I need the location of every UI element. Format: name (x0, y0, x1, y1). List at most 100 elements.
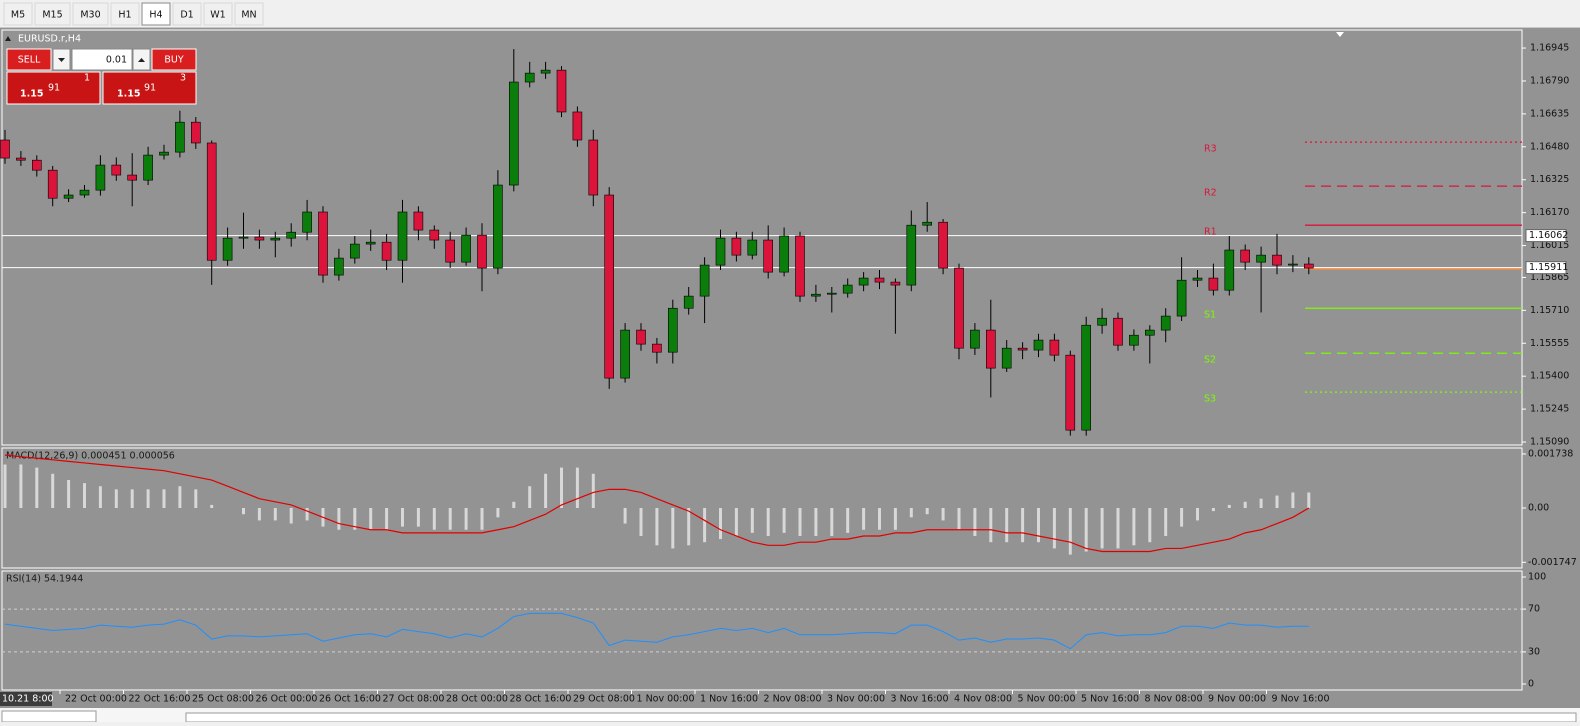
macd-bar (1068, 508, 1072, 555)
candle-body (620, 329, 630, 379)
candle-body (874, 277, 885, 283)
candle-body (334, 257, 344, 276)
macd-bar (878, 508, 881, 530)
scrollbar[interactable] (185, 712, 1577, 723)
y-tick-label: -0.001747 (1528, 557, 1577, 568)
candle-body (79, 189, 90, 196)
candle-body (954, 267, 964, 349)
candle-body (858, 277, 869, 286)
candle-body (556, 69, 567, 113)
chart-window (0, 28, 1580, 708)
macd-bar (210, 504, 214, 508)
y-tick-label: 1.15710 (1530, 305, 1569, 316)
macd-bar (1052, 508, 1056, 549)
candle-body (667, 307, 678, 353)
y-tick-label: 1.16170 (1530, 207, 1569, 218)
candle-body (493, 184, 503, 269)
macd-bar (130, 489, 134, 508)
candle-body (890, 281, 901, 286)
trade-panel: SELL 0.01 BUY 1.15 91 1 1.15 91 3 (6, 48, 197, 105)
shift-marker (1336, 32, 1344, 37)
lots-input[interactable] (71, 48, 133, 71)
pivot-label: R3 (1204, 144, 1217, 155)
x-tick-label: 22 Oct 16:00 (129, 694, 191, 705)
macd-bar (353, 508, 357, 530)
macd-bar (1243, 501, 1247, 508)
timeframe-button[interactable] (203, 2, 233, 26)
candle-body (731, 237, 742, 256)
timeframe-button[interactable] (72, 2, 109, 26)
candle-body (842, 284, 853, 294)
macd-bar (639, 508, 643, 536)
candle-body (95, 164, 106, 191)
macd-bar (575, 467, 579, 508)
macd-bar (1005, 508, 1009, 543)
candle-body (1001, 347, 1012, 369)
x-tick-label: 2 Nov 08:00 (764, 694, 822, 705)
macd-bar (798, 508, 802, 536)
macd-bar (496, 508, 500, 518)
candle-body (63, 194, 74, 199)
macd-bar (512, 501, 516, 508)
x-tick-label: 8 Nov 08:00 (1145, 694, 1203, 705)
candle-body (429, 229, 440, 241)
timeframe-button[interactable] (234, 2, 264, 26)
candle-body (461, 234, 471, 263)
ask-big: 1.15 (117, 89, 140, 100)
y-tick-label: 70 (1528, 604, 1540, 615)
x-tick-label: 26 Oct 16:00 (319, 694, 381, 705)
timeframe-button[interactable] (172, 2, 202, 26)
bid-box[interactable] (6, 71, 101, 105)
candle-body (715, 237, 726, 266)
candle-body (302, 211, 312, 233)
candle-body (604, 194, 615, 379)
ask-box[interactable] (102, 71, 197, 105)
bid-pips: 91 (48, 83, 60, 94)
macd-bar (719, 508, 722, 540)
chart-title: EURUSD.r,H4 (18, 34, 81, 45)
buy-button[interactable] (151, 48, 197, 71)
lots-value: 0.01 (106, 55, 127, 66)
candle-body (318, 211, 328, 276)
down-icon (58, 58, 65, 62)
y-tick-label: 1.15090 (1530, 437, 1569, 448)
macd-bar (1259, 498, 1263, 508)
candle-body (1256, 254, 1266, 263)
ask-pips: 91 (144, 83, 156, 94)
y-tick-label: 100 (1528, 571, 1546, 582)
candle-body (1224, 249, 1235, 291)
macd-bar (146, 489, 150, 508)
candle-body (47, 169, 58, 199)
candle-body (238, 236, 249, 239)
macd-bar (671, 508, 675, 549)
macd-bar (1164, 508, 1168, 536)
sell-button[interactable] (6, 48, 52, 71)
timeframe-label: H4 (149, 10, 162, 21)
macd-bar (305, 508, 309, 521)
macd-bar (989, 508, 993, 543)
y-tick-label: 1.15865 (1530, 272, 1569, 283)
candle-body (31, 159, 42, 171)
timeframe-button[interactable] (34, 2, 71, 26)
timeframe-label: W1 (210, 10, 225, 21)
y-tick-label: 1.15555 (1530, 338, 1569, 349)
timeframe-button[interactable] (141, 2, 171, 26)
candle-body (175, 121, 185, 153)
candle-body (572, 111, 583, 141)
macd-bar (909, 508, 913, 518)
macd-bar (1307, 492, 1311, 508)
tab[interactable] (1, 710, 97, 723)
candle-body (540, 69, 551, 74)
x-tick-label: 28 Oct 00:00 (446, 694, 508, 705)
macd-bar (242, 508, 245, 515)
candle-body (365, 241, 376, 245)
macd-bar (766, 508, 770, 536)
timeframe-label: M15 (42, 10, 62, 21)
timeframe-button[interactable] (110, 2, 140, 26)
timeframe-button[interactable] (3, 2, 33, 26)
macd-bar (973, 508, 977, 536)
y-tick-label: 1.16325 (1530, 174, 1569, 185)
candle-body (349, 243, 360, 259)
macd-bar (289, 508, 293, 524)
candle-body (970, 329, 980, 349)
